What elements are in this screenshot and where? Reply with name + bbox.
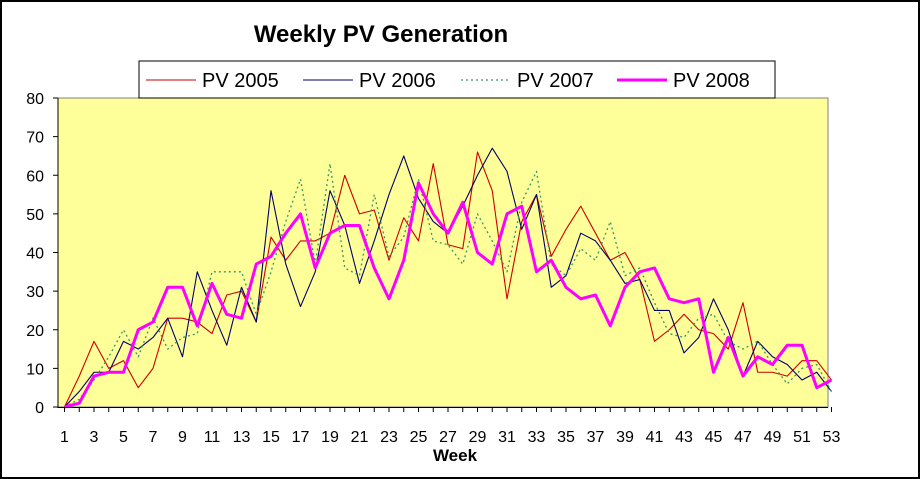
x-tick-label: 53 [823,429,841,446]
legend-label: PV 2005 [202,70,279,92]
legend-label: PV 2006 [359,70,436,92]
x-ticks: 1 3 5 7 9 11 13 15 17 19 21 23 25 27 29 31 33 35 37 39 41 43 4… [60,407,841,446]
x-tick-label: 5 [119,429,128,446]
y-tick-label: 10 [26,361,44,378]
y-tick-label: 40 [26,246,44,263]
legend: PV 2005 PV 2006 PV 2007 PV 2008 [138,60,776,99]
y-tick-label: 60 [26,168,44,185]
x-tick-label: 41 [646,429,664,446]
x-tick-label: 19 [321,429,339,446]
x-tick-label: 25 [410,429,428,446]
x-tick-label: 1 [60,429,69,446]
x-tick-label: 17 [292,429,310,446]
y-tick-label: 30 [26,284,44,301]
y-tick-label: 80 [26,91,44,108]
x-tick-label: 33 [528,429,546,446]
legend-box [138,60,776,99]
plot-area [57,97,829,408]
series-layer [64,147,833,409]
x-tick-label: 13 [233,429,251,446]
legend-label: PV 2008 [673,70,750,92]
x-tick-label: 45 [705,429,723,446]
y-tick-label: 70 [26,130,44,147]
y-tick-label: 0 [35,400,44,417]
x-tick-label: 49 [764,429,782,446]
x-tick-label: 27 [439,429,457,446]
x-tick-label: 37 [587,429,605,446]
x-tick-label: 29 [469,429,487,446]
x-axis-label: Week [433,446,478,465]
y-tick-label: 20 [26,323,44,340]
x-tick-label: 15 [262,429,280,446]
x-tick-label: 9 [178,429,187,446]
x-tick-label: 43 [675,429,693,446]
x-tick-label: 31 [498,429,516,446]
x-tick-label: 39 [616,429,634,446]
x-tick-label: 35 [557,429,575,446]
legend-label: PV 2007 [517,70,594,92]
x-tick-label: 23 [380,429,398,446]
x-tick-label: 3 [90,429,99,446]
y-ticks: 0 10 20 30 40 50 60 70 80 [26,91,58,417]
series-line-pv-2005 [64,151,832,408]
x-tick-label: 51 [793,429,811,446]
y-tick-label: 50 [26,207,44,224]
x-tick-label: 21 [351,429,369,446]
x-tick-label: 7 [149,429,158,446]
x-tick-label: 11 [204,429,221,446]
x-tick-label: 47 [734,429,752,446]
series-line-pv-2008 [64,181,833,409]
chart-title: Weekly PV Generation [254,21,508,48]
